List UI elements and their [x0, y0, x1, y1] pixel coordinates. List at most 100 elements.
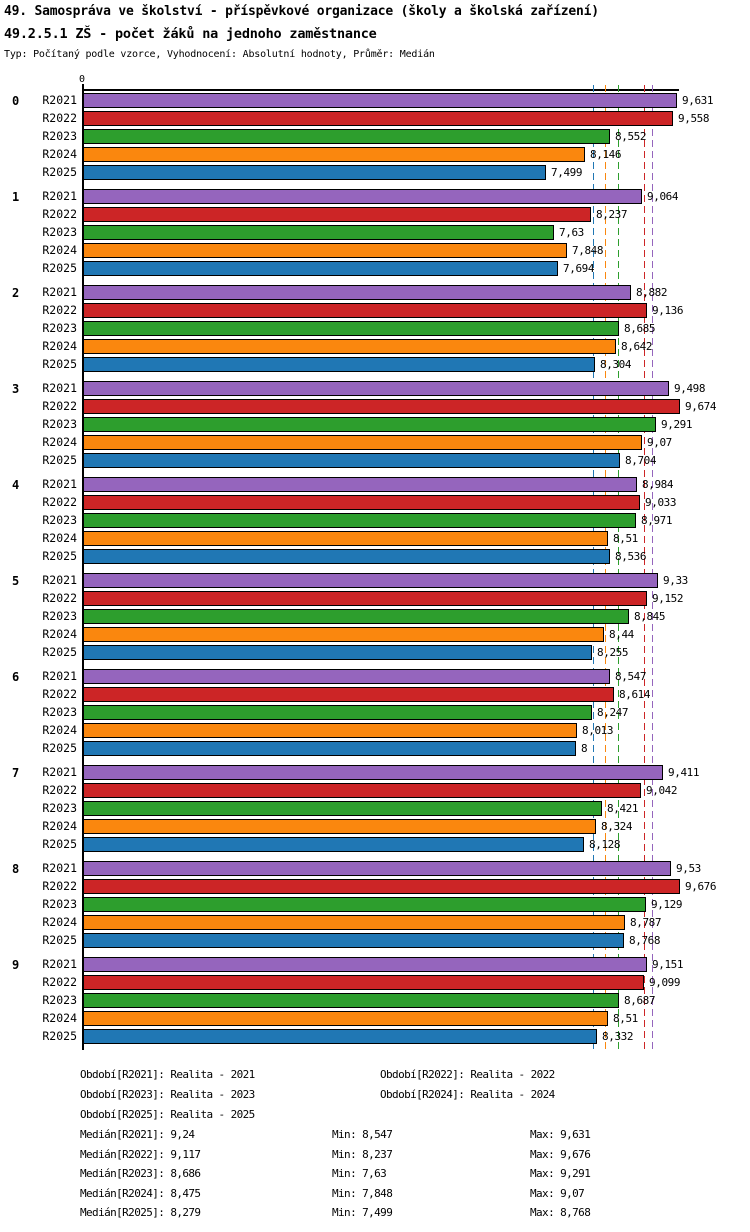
series-row-label: R2022 [42, 303, 77, 317]
bar-value-label: 9,53 [676, 862, 701, 875]
series-row-label: R2021 [42, 573, 77, 587]
series-row-label: R2025 [42, 453, 77, 467]
series-row-label: R2022 [42, 111, 77, 125]
group-label: 1 [12, 190, 20, 204]
bar-row: R2023 8,845 [0, 609, 750, 624]
series-row-label: R2025 [42, 357, 77, 371]
series-row-label: R2023 [42, 129, 77, 143]
bar-row: R2022 9,676 [0, 879, 750, 894]
bar-row: R2023 9,129 [0, 897, 750, 912]
bar-row: R2022 8,614 [0, 687, 750, 702]
bar-value-label: 8,845 [634, 610, 666, 623]
series-row-label: R2025 [42, 741, 77, 755]
series-row-label: R2022 [42, 591, 77, 605]
bar-value-label: 9,558 [678, 112, 710, 125]
series-row-label: R2021 [42, 189, 77, 203]
bar-value-label: 8,304 [600, 358, 632, 371]
legend-period: Období[R2023]: Realita - 2023 [80, 1088, 255, 1101]
bar-R2023-group-1 [83, 225, 554, 240]
group-label: 9 [12, 958, 20, 972]
series-row-label: R2023 [42, 897, 77, 911]
bar-R2022-group-9 [83, 975, 644, 990]
bar-value-label: 8,324 [601, 820, 633, 833]
series-row-label: R2023 [42, 513, 77, 527]
bar-value-label: 8,51 [613, 1012, 638, 1025]
bar-R2021-group-9 [83, 957, 647, 972]
bar-R2022-group-8 [83, 879, 680, 894]
bar-value-label: 9,291 [661, 418, 693, 431]
bar-R2024-group-8 [83, 915, 625, 930]
series-row-label: R2021 [42, 93, 77, 107]
bar-R2025-group-1 [83, 261, 558, 276]
bar-row: R2024 8,642 [0, 339, 750, 354]
bar-value-label: 7,694 [563, 262, 595, 275]
group-label: 4 [12, 478, 20, 492]
bar-value-label: 9,498 [674, 382, 706, 395]
bar-row: R2023 9,291 [0, 417, 750, 432]
bar-row: R2023 8,552 [0, 129, 750, 144]
bar-row: R2023 8,971 [0, 513, 750, 528]
series-row-label: R2024 [42, 1011, 77, 1025]
series-row-label: R2022 [42, 687, 77, 701]
series-row-label: R2023 [42, 993, 77, 1007]
group-label: 2 [12, 286, 20, 300]
bar-value-label: 8,687 [624, 994, 656, 1007]
bar-value-label: 8,984 [642, 478, 674, 491]
bar-row: R2023 8,685 [0, 321, 750, 336]
bar-row: R2025 7,499 [0, 165, 750, 180]
legend-period: Období[R2022]: Realita - 2022 [380, 1068, 555, 1081]
bar-R2025-group-5 [83, 645, 592, 660]
legend-median: Medián[R2025]: 8,279 [80, 1206, 201, 1219]
bar-R2022-group-0 [83, 111, 673, 126]
legend-median: Medián[R2021]: 9,24 [80, 1128, 195, 1141]
bar-value-label: 8,552 [615, 130, 647, 143]
bar-row: R2024 7,848 [0, 243, 750, 258]
legend-min: Min: 7,63 [332, 1167, 387, 1180]
x-axis-line [82, 89, 679, 91]
series-row-label: R2022 [42, 399, 77, 413]
series-row-label: R2025 [42, 645, 77, 659]
bar-R2023-group-0 [83, 129, 610, 144]
bar-R2021-group-5 [83, 573, 658, 588]
bar-value-label: 9,674 [685, 400, 717, 413]
bar-R2024-group-1 [83, 243, 567, 258]
bar-value-label: 9,631 [682, 94, 714, 107]
series-row-label: R2021 [42, 861, 77, 875]
group-label: 3 [12, 382, 20, 396]
bar-row: R2024 8,324 [0, 819, 750, 834]
bar-row: R2022 9,136 [0, 303, 750, 318]
bar-row: R2022 9,674 [0, 399, 750, 414]
bar-value-label: 8 [581, 742, 588, 755]
group-label: 7 [12, 766, 20, 780]
bar-row: 5 R2021 9,33 [0, 573, 750, 588]
series-row-label: R2021 [42, 765, 77, 779]
bar-value-label: 9,152 [652, 592, 684, 605]
bar-R2025-group-3 [83, 453, 620, 468]
bar-row: R2024 8,44 [0, 627, 750, 642]
bar-value-label: 7,63 [559, 226, 584, 239]
report-title: 49. Samospráva ve školství - příspěvkové… [4, 4, 599, 19]
bar-R2021-group-2 [83, 285, 631, 300]
bar-row: 7 R2021 9,411 [0, 765, 750, 780]
bar-R2022-group-5 [83, 591, 647, 606]
bar-row: R2024 9,07 [0, 435, 750, 450]
bar-value-label: 8,013 [582, 724, 614, 737]
series-row-label: R2024 [42, 627, 77, 641]
series-row-label: R2022 [42, 783, 77, 797]
bar-value-label: 8,51 [613, 532, 638, 545]
bar-value-label: 8,421 [607, 802, 639, 815]
legend-max: Max: 9,07 [530, 1187, 585, 1200]
bar-value-label: 8,536 [615, 550, 647, 563]
series-row-label: R2023 [42, 705, 77, 719]
bar-row: R2023 8,247 [0, 705, 750, 720]
bar-R2023-group-2 [83, 321, 619, 336]
series-row-label: R2022 [42, 975, 77, 989]
bar-R2024-group-5 [83, 627, 604, 642]
bar-value-label: 9,129 [651, 898, 683, 911]
bar-R2022-group-7 [83, 783, 641, 798]
series-row-label: R2025 [42, 1029, 77, 1043]
bar-R2022-group-6 [83, 687, 614, 702]
series-row-label: R2022 [42, 207, 77, 221]
bar-R2025-group-9 [83, 1029, 597, 1044]
series-row-label: R2025 [42, 165, 77, 179]
